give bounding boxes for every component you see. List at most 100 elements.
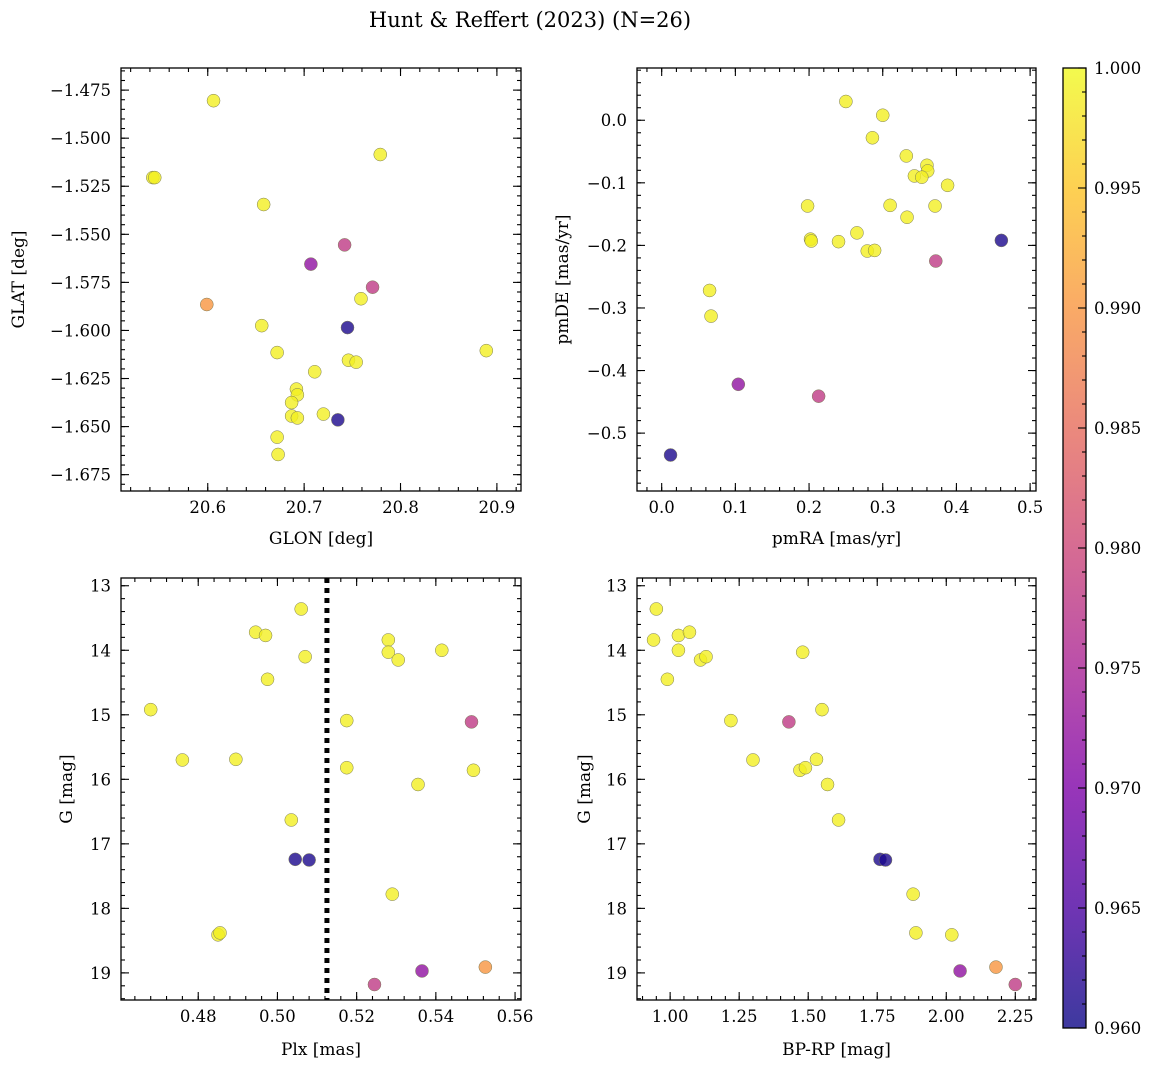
data-point <box>831 813 846 827</box>
y-tick-label: −0.4 <box>587 362 627 381</box>
y-tick-label: 18 <box>606 899 627 918</box>
x-tick-label: 1.50 <box>790 1007 827 1026</box>
data-point <box>284 395 299 410</box>
data-point <box>704 309 718 323</box>
data-point <box>798 760 813 775</box>
x-tick-label: 0.5 <box>1017 498 1043 517</box>
data-point <box>466 763 481 778</box>
data-point <box>660 672 675 687</box>
data-point <box>945 928 959 942</box>
data-point <box>820 777 835 792</box>
data-point <box>928 199 942 213</box>
data-point <box>883 198 897 213</box>
data-point <box>175 753 190 767</box>
x-tick-label: 0.50 <box>259 1007 296 1026</box>
data-point <box>260 672 275 687</box>
data-point <box>663 448 678 462</box>
data-point <box>290 411 305 425</box>
data-point <box>339 713 354 728</box>
y-tick-label: 13 <box>606 577 627 596</box>
data-point <box>365 280 380 294</box>
y-tick-label: 17 <box>90 835 111 854</box>
y-tick-label: 15 <box>90 706 111 725</box>
data-point <box>256 197 271 212</box>
colorbar-tick-label: 0.965 <box>1094 899 1141 918</box>
data-point <box>367 977 382 992</box>
data-point <box>381 633 396 647</box>
data-point <box>391 653 405 667</box>
axes-frame <box>120 577 522 1001</box>
data-point <box>435 643 449 658</box>
data-point <box>994 233 1009 248</box>
data-point <box>143 702 158 717</box>
x-tick-label: 1.25 <box>721 1007 758 1026</box>
colorbar-tick-label: 0.970 <box>1094 779 1141 798</box>
x-axis-label: Plx [mas] <box>281 1040 361 1060</box>
data-point <box>340 320 355 335</box>
data-point <box>415 964 429 978</box>
data-point <box>909 926 923 940</box>
y-tick-label: 16 <box>90 770 111 789</box>
data-point <box>373 147 388 162</box>
data-point <box>915 170 929 184</box>
data-point <box>831 234 846 249</box>
panel-plx-g: 0.48 0.50 0.52 0.54 0.56 13 14 15 16 17 18 19 Plx [m… <box>57 577 533 1060</box>
data-point <box>731 377 746 392</box>
y-tick-label: −1.600 <box>50 321 111 340</box>
data-point <box>649 602 664 616</box>
data-point <box>724 713 738 728</box>
data-point <box>147 170 162 185</box>
data-point <box>200 297 214 312</box>
data-point <box>411 777 425 792</box>
x-tick-label: 0.54 <box>417 1007 454 1026</box>
x-tick-label: 0.2 <box>796 498 822 517</box>
y-tick-label: −0.3 <box>587 299 627 318</box>
y-axis-label: G [mag] <box>57 754 77 823</box>
x-tick-label: 20.8 <box>382 498 419 517</box>
data-point <box>206 93 221 108</box>
y-tick-label: −1.675 <box>50 466 111 485</box>
data-point <box>815 702 829 717</box>
x-tick-label: 0.48 <box>180 1007 217 1026</box>
data-point <box>302 853 316 867</box>
y-tick-label: 17 <box>606 835 627 854</box>
axes-frame <box>636 67 1037 492</box>
data-point <box>900 210 914 224</box>
data-point <box>381 645 396 659</box>
x-tick-label: 20.6 <box>189 498 226 517</box>
x-tick-label: 0.56 <box>497 1007 534 1026</box>
panel-glon-glat: 20.6 20.7 20.8 20.9 −1.475 −1.500 −1.525 −1.550… <box>9 67 522 549</box>
figure-title: Hunt & Reffert (2023) (N=26) <box>369 8 691 32</box>
x-tick-label: 2.25 <box>997 1007 1034 1026</box>
x-tick-label: 1.00 <box>652 1007 689 1026</box>
data-point <box>929 254 943 268</box>
colorbar-tick-label: 0.995 <box>1094 179 1141 198</box>
data-point <box>316 407 331 421</box>
colorbar-tick-label: 0.975 <box>1094 659 1141 678</box>
data-point <box>478 960 493 974</box>
data-point <box>795 645 810 659</box>
x-tick-label: 0.1 <box>722 498 748 517</box>
x-tick-label: 0.3 <box>870 498 896 517</box>
data-point <box>213 926 227 940</box>
y-tick-label: 16 <box>606 770 627 789</box>
y-tick-label: 14 <box>90 641 111 660</box>
data-point <box>307 365 322 379</box>
data-point <box>354 291 368 306</box>
data-point <box>811 389 826 403</box>
colorbar-tick-label: 0.960 <box>1094 1019 1141 1038</box>
x-axis-label: GLON [deg] <box>269 529 373 549</box>
data-point <box>800 199 815 213</box>
data-point <box>671 643 686 658</box>
y-tick-label: −1.650 <box>50 418 111 437</box>
colorbar-tick-label: 1.000 <box>1094 59 1141 78</box>
axes-frame <box>636 577 1037 1001</box>
x-axis-label: pmRA [mas/yr] <box>772 529 901 549</box>
x-tick-label: 0.0 <box>649 498 675 517</box>
data-point <box>875 108 890 122</box>
data-point <box>464 715 479 729</box>
x-tick-label: 2.00 <box>928 1007 965 1026</box>
y-tick-label: 0.0 <box>601 111 627 130</box>
y-tick-label: 14 <box>606 641 627 660</box>
